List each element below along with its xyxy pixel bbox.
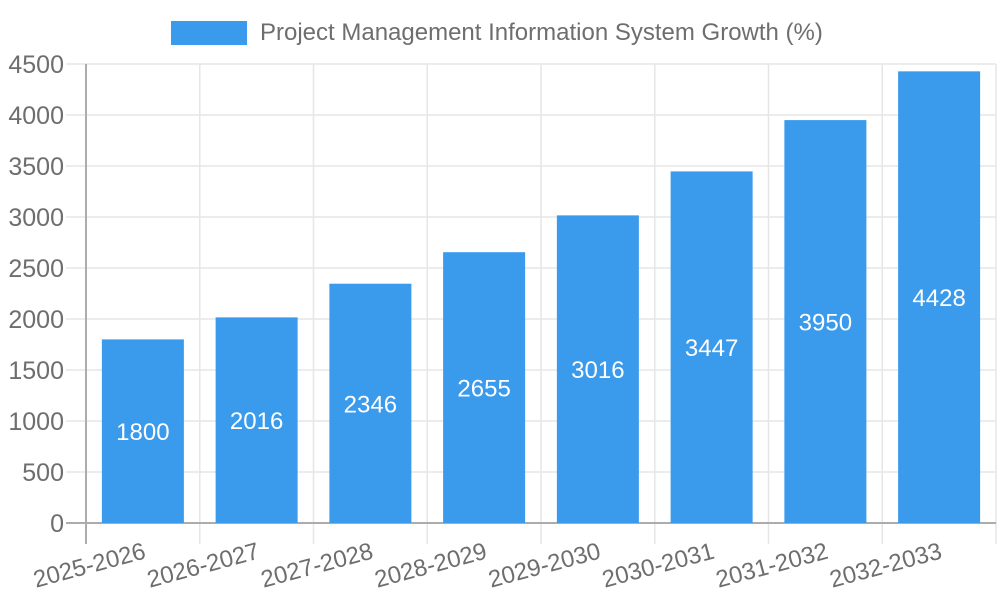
bar-2026-2027[interactable] [215,317,298,523]
bar-value-label: 3016 [571,357,624,384]
y-tick-label: 500 [22,459,64,487]
y-tick-label: 4500 [8,51,64,79]
bar-value-label: 3950 [799,310,852,337]
bar-value-label: 3447 [685,335,738,362]
bar-2029-2030[interactable] [556,215,639,524]
bar-value-label: 2016 [230,408,283,435]
y-tick-label: 3000 [8,204,64,232]
x-tick-label: 2032-2033 [827,538,945,594]
y-tick-label: 3500 [8,153,64,181]
x-tick-label: 2031-2032 [713,538,831,594]
y-tick-label: 2000 [8,306,64,334]
y-tick-label: 1000 [8,408,64,436]
y-tick-label: 1500 [8,357,64,385]
y-tick-label: 4000 [8,102,64,130]
bar-value-label: 2655 [457,376,510,403]
legend-swatch [171,21,247,45]
x-tick-label: 2030-2031 [599,538,717,594]
bar-2032-2033[interactable] [898,71,981,524]
bar-value-label: 4428 [912,285,965,312]
bar-2025-2026[interactable] [101,339,184,523]
bar-2030-2031[interactable] [670,171,753,523]
legend-item[interactable]: Project Management Information System Gr… [171,20,823,46]
bar-2028-2029[interactable] [443,252,526,523]
bar-2031-2032[interactable] [784,120,867,523]
bar-value-label: 1800 [116,419,169,446]
x-tick-label: 2026-2027 [144,538,262,594]
legend-label: Project Management Information System Gr… [260,19,823,46]
x-tick-label: 2025-2026 [31,538,149,594]
y-tick-label: 0 [50,510,64,538]
x-tick-label: 2027-2028 [258,538,376,594]
y-tick-label: 2500 [8,255,64,283]
bar-value-label: 2346 [344,391,397,418]
bar-2027-2028[interactable] [329,283,412,523]
x-tick-label: 2029-2030 [486,538,604,594]
x-tick-label: 2028-2029 [372,538,490,594]
